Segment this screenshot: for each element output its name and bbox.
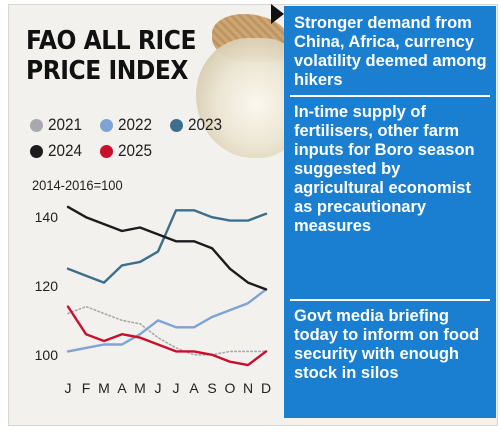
legend-item-2025: 2025 <box>99 141 156 161</box>
chart-legend: 2021 2022 2023 2024 2025 <box>30 112 260 164</box>
x-tick-label-7: A <box>189 380 199 396</box>
x-tick-label-2: M <box>98 380 110 396</box>
legend-label-2021: 2021 <box>48 115 83 134</box>
x-tick-label-11: D <box>261 380 271 396</box>
legend-item-2024: 2024 <box>30 141 86 161</box>
x-tick-label-0: J <box>65 380 72 396</box>
pointer-arrow <box>271 4 284 24</box>
x-tick-label-5: J <box>155 380 162 396</box>
notes-sidebar: Stronger demand from China, Africa, curr… <box>284 6 496 418</box>
legend-label-2025: 2025 <box>117 141 152 160</box>
title-line-2: PRICE INDEX <box>26 56 188 86</box>
note-divider-1 <box>290 95 490 97</box>
series-lines <box>66 205 268 367</box>
index-base-note: 2014-2016=100 <box>32 177 123 193</box>
series-line-2024 <box>66 205 268 291</box>
legend-item-2022: 2022 <box>99 115 156 135</box>
legend-dot-2022 <box>99 118 113 132</box>
legend-item-2021: 2021 <box>30 115 86 135</box>
note-fertilisers: In-time supply of fertilisers, other far… <box>294 103 475 235</box>
x-tick-label-8: S <box>207 380 216 396</box>
title-line-1: FAO ALL RICE <box>26 26 197 56</box>
legend-label-2022: 2022 <box>117 115 152 134</box>
note-media-briefing: Govt media briefing today to inform on f… <box>294 307 480 382</box>
x-tick-label-3: A <box>117 380 127 396</box>
series-line-2023 <box>66 209 268 284</box>
legend-dot-2024 <box>30 144 43 158</box>
legend-dot-2023 <box>169 118 183 132</box>
note-demand: Stronger demand from China, Africa, curr… <box>294 14 487 89</box>
y-axis-labels: 100 120 140 <box>35 209 59 363</box>
x-tick-label-9: O <box>225 380 236 396</box>
series-line-2021 <box>67 305 267 356</box>
x-tick-label-4: M <box>134 380 146 396</box>
legend-dot-2021 <box>30 118 43 132</box>
y-tick-label-120: 120 <box>35 278 59 294</box>
chart-title: FAO ALL RICE PRICE INDEX <box>26 26 206 86</box>
legend-dot-2025 <box>99 144 113 158</box>
note-divider-2 <box>290 299 490 301</box>
legend-item-2023: 2023 <box>169 115 226 135</box>
series-line-2022 <box>66 288 268 353</box>
x-tick-label-10: N <box>243 380 253 396</box>
y-tick-label-140: 140 <box>35 209 59 225</box>
series-line-2025 <box>66 305 268 367</box>
y-tick-label-100: 100 <box>35 347 59 363</box>
x-tick-label-6: J <box>173 380 180 396</box>
legend-label-2023: 2023 <box>187 115 222 134</box>
x-tick-label-1: F <box>82 380 91 396</box>
legend-label-2024: 2024 <box>48 141 83 160</box>
